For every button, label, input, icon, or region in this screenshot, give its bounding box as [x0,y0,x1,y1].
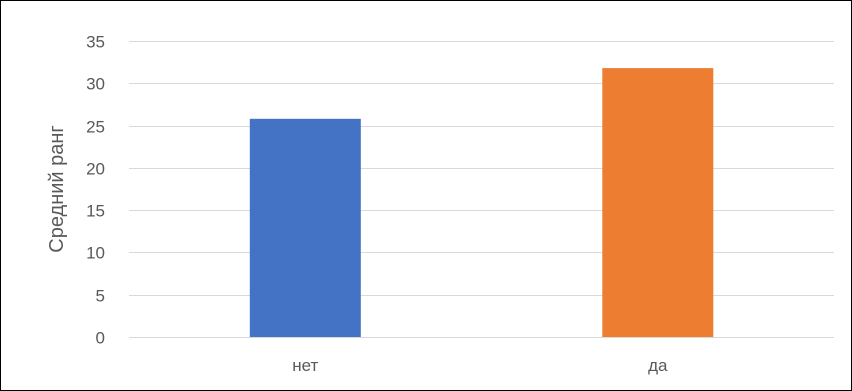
y-tick-label: 0 [96,329,105,348]
y-tick-label: 15 [86,202,105,221]
bar-да [602,68,714,337]
bars [249,68,714,337]
x-axis-ticks: нет да [292,356,668,375]
y-tick-label: 5 [96,287,105,306]
y-tick-label: 25 [86,118,105,137]
y-axis-ticks: 0 5 10 15 20 25 30 35 [86,33,105,348]
y-tick-label: 35 [86,33,105,52]
x-tick-label: нет [292,356,318,375]
y-axis-title: Средний ранг [46,125,68,252]
y-tick-label: 10 [86,244,105,263]
x-tick-label: да [648,356,668,375]
y-tick-label: 20 [86,160,105,179]
gridlines [129,41,834,338]
bar-нет [249,118,361,337]
y-tick-label: 30 [86,75,105,94]
